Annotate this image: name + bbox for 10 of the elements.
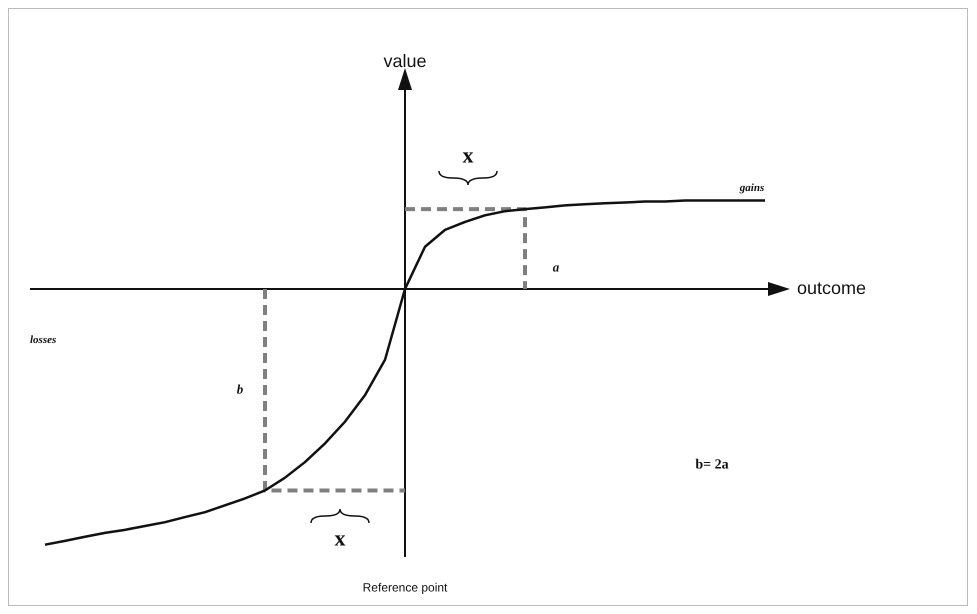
text: x: [462, 142, 474, 168]
annotation: losses: [30, 334, 56, 346]
annotation: b= 2a: [695, 458, 729, 473]
text: Reference point: [362, 580, 448, 594]
x-axis-title: outcome: [797, 278, 866, 298]
annotation: x: [334, 526, 346, 551]
annotation: a: [552, 259, 560, 274]
text: value: [383, 50, 427, 71]
text: gains: [738, 182, 764, 194]
annotation: b: [236, 381, 244, 396]
